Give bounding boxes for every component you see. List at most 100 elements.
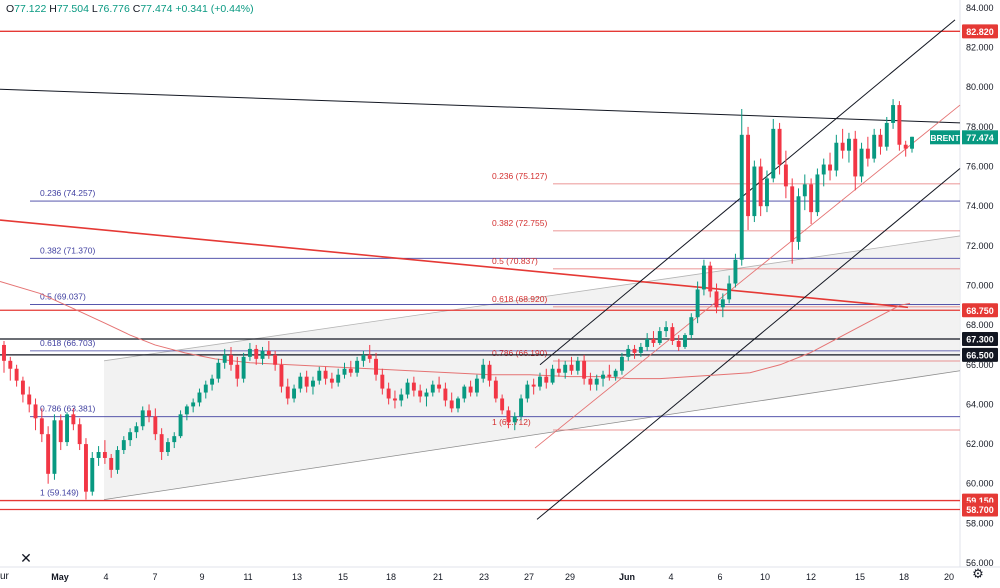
candle-body (115, 450, 120, 470)
candle-body (872, 134, 877, 159)
candle-body (134, 426, 139, 433)
candle-body (102, 452, 107, 458)
y-tick-label: 76.000 (966, 162, 994, 172)
candle-body (355, 360, 360, 373)
x-tick-label: 18 (899, 572, 909, 582)
candle-body (273, 354, 278, 365)
candle-body (411, 382, 416, 391)
candle-body (58, 420, 63, 443)
x-tick-label: May (51, 572, 69, 582)
candle-body (664, 327, 669, 332)
x-tick-label: 21 (433, 572, 443, 582)
price-marker-badge (962, 24, 998, 39)
ohlc-legend: O77.122 H77.504 L76.776 C77.474 +0.341 (… (6, 3, 254, 15)
candle-body (575, 360, 580, 371)
candle-body (632, 348, 637, 353)
gear-icon[interactable]: ⚙ (972, 566, 984, 581)
candle-body (361, 354, 366, 361)
close-icon[interactable]: ✕ (20, 550, 32, 566)
y-tick-label: 72.000 (966, 241, 994, 251)
fib-right-label: 0.382 (72.755) (492, 218, 547, 228)
candle-body (910, 136, 914, 149)
candle-body (311, 380, 315, 387)
candle-body (109, 457, 114, 470)
candle-body (739, 134, 744, 260)
candle-body (550, 368, 555, 383)
price-marker-label: 68.750 (966, 306, 994, 316)
high-label: H (49, 3, 57, 15)
candle-body (487, 364, 492, 381)
x-tick-label: 4 (103, 572, 108, 582)
candle-body (727, 283, 732, 300)
regression-lower-line (103, 370, 961, 500)
candle-body (714, 291, 719, 308)
symbol-label: BRENT (930, 133, 960, 143)
open-value: 77.122 (14, 3, 47, 15)
candle-body (531, 384, 536, 387)
candle-body (298, 376, 303, 389)
red-downtrend-line (0, 219, 909, 309)
candle-body (525, 384, 530, 399)
candle-body (266, 350, 271, 355)
price-marker-label: 67.300 (966, 335, 994, 345)
candle-body (809, 184, 814, 213)
candle-body (859, 148, 864, 177)
candle-body (701, 265, 706, 290)
candle-body (165, 442, 170, 453)
y-tick-label: 66.000 (966, 360, 994, 370)
candle-body (538, 376, 542, 387)
candle-body (456, 398, 460, 409)
candle-body (765, 178, 769, 207)
candle-body (891, 105, 896, 123)
candle-body (153, 416, 158, 435)
last-price-badge (962, 130, 998, 145)
candle-body (519, 398, 524, 417)
candle-body (834, 142, 839, 171)
candle-body (758, 166, 763, 207)
y-tick-label: 58.000 (966, 518, 994, 528)
candle-body (493, 380, 498, 399)
price-marker-label: 58.700 (966, 505, 994, 515)
candle-body (96, 452, 101, 458)
fib-left-label: 0.5 (69.037) (40, 292, 86, 302)
candle-body (645, 339, 650, 347)
candle-body (746, 134, 751, 217)
candle-body (203, 384, 208, 393)
fib-left-label: 0.382 (71.370) (40, 245, 95, 255)
candle-body (260, 350, 265, 359)
candle-body (582, 360, 587, 379)
candle-body (657, 331, 662, 343)
close-label: C (132, 3, 141, 15)
candle-body (222, 354, 227, 363)
candle-body (128, 432, 133, 441)
candle-body (783, 164, 788, 187)
x-tick-label: 7 (152, 572, 157, 582)
candle-body (342, 368, 347, 375)
candle-body (14, 368, 19, 381)
high-value: 77.504 (56, 3, 89, 15)
x-tick-label: 9 (199, 572, 204, 582)
candle-body (424, 392, 429, 397)
price-marker-badge (962, 303, 998, 318)
candle-body (897, 105, 902, 145)
candle-body (670, 327, 675, 341)
y-tick-label: 70.000 (966, 280, 994, 290)
candle-body (367, 354, 372, 359)
y-tick-label: 82.000 (966, 43, 994, 53)
candle-body (506, 410, 511, 423)
regression-channel-fill (104, 235, 960, 500)
candle-body (77, 424, 82, 445)
candle-body (405, 382, 410, 395)
x-tick-label: 15 (855, 572, 865, 582)
candle-body (229, 354, 233, 365)
candle-body (752, 166, 757, 217)
x-tick-label: 11 (243, 572, 252, 582)
candle-body (468, 386, 473, 393)
candle-body (840, 142, 845, 151)
candle-body (317, 370, 322, 381)
candle-body (563, 364, 568, 373)
x-tick-label: 18 (386, 572, 396, 582)
y-tick-label: 64.000 (966, 399, 994, 409)
